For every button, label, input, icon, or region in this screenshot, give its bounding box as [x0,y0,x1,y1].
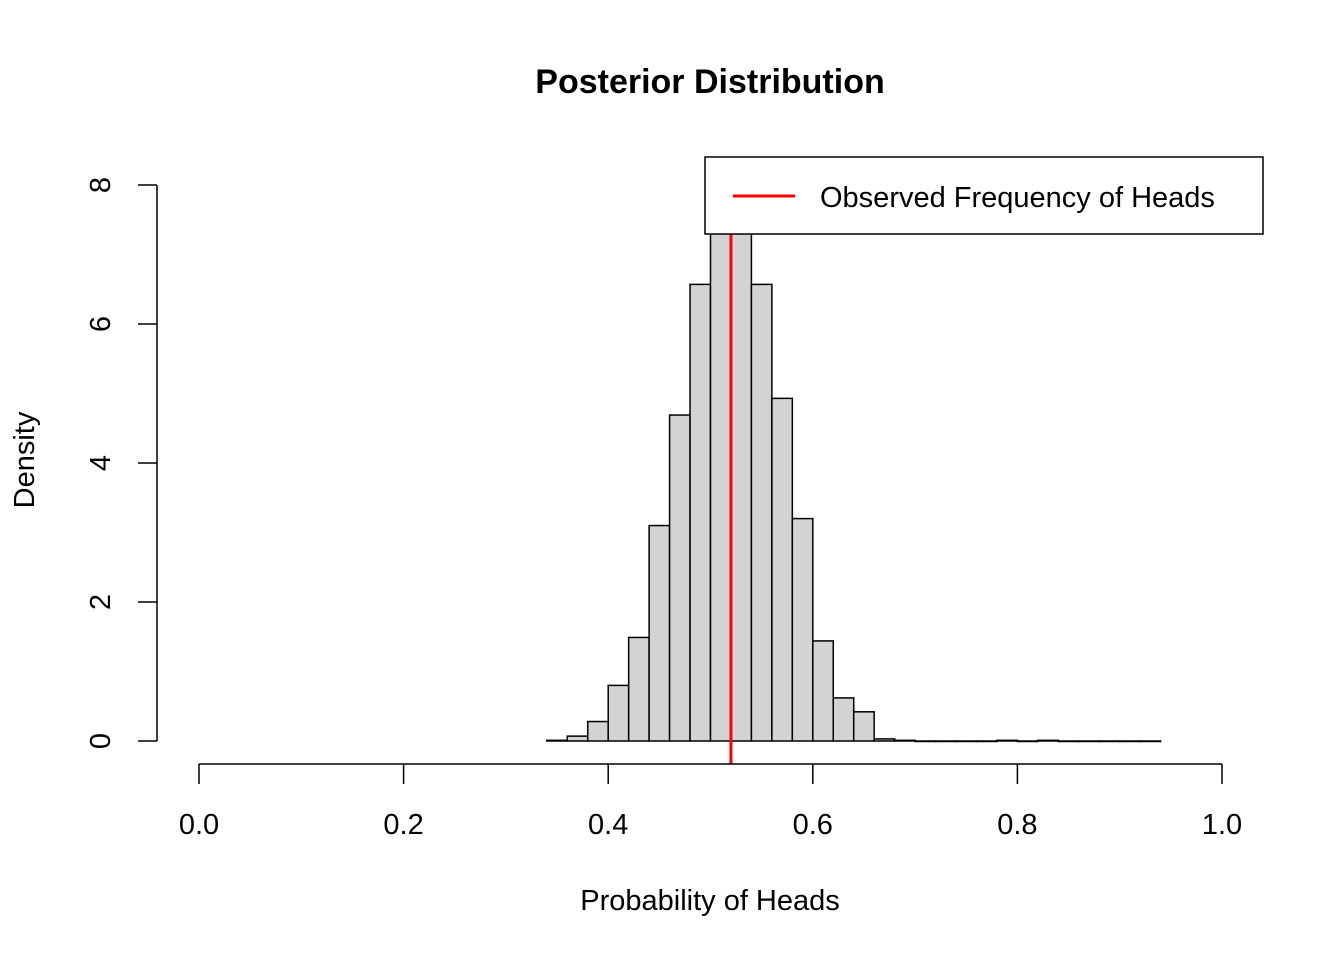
histogram-bar [566,735,589,742]
y-axis: 0 2 4 6 8 [85,177,158,749]
x-tick-label: 0.6 [793,809,833,841]
legend-label: Observed Frequency of Heads [820,182,1215,214]
legend-box [704,156,1264,235]
histogram-bar [1057,740,1080,743]
x-tick-label: 0.2 [383,809,423,841]
y-axis-label: Density [9,411,41,508]
histogram-bar [668,414,691,742]
y-tick-label: 6 [85,316,117,332]
y-tick-label: 4 [85,455,117,471]
histogram-bar [586,720,609,742]
histogram-bar [627,636,650,742]
histogram-bar [750,283,773,742]
histogram-bar [996,739,1019,742]
histogram-bar [607,684,630,742]
chart-title: Posterior Distribution [535,63,884,101]
histogram-bar [1118,740,1141,743]
x-tick-label: 0.8 [997,809,1037,841]
histogram-bar [791,517,814,742]
histogram-bars [546,222,1162,743]
histogram-bar [873,738,896,742]
histogram-bar [852,711,875,742]
histogram-bar [975,740,998,743]
x-tick-label: 1.0 [1202,809,1242,841]
y-tick-label: 0 [85,733,117,749]
histogram-bar [546,739,569,742]
histogram-bar [648,524,671,742]
y-tick-label: 8 [85,177,117,193]
x-tick-label: 0.4 [588,809,628,841]
histogram-bar [955,740,978,743]
histogram-bar [832,697,855,742]
histogram-bar [1078,740,1100,743]
x-axis-label: Probability of Heads [580,885,840,917]
histogram-bar [934,740,957,743]
histogram-bar [1016,740,1039,743]
histogram-bar [812,640,835,742]
histogram-bar [689,283,712,742]
histogram-bar [730,222,753,742]
x-axis: 0.0 0.2 0.4 0.6 0.8 1.0 [179,763,1242,841]
histogram-bar [771,397,794,742]
legend: Observed Frequency of Heads [704,156,1264,235]
x-tick-label: 0.0 [179,809,219,841]
histogram-bar [1037,739,1060,742]
y-tick-label: 2 [85,594,117,610]
histogram-bar [709,222,732,742]
histogram-bar [914,740,937,743]
histogram-bar [1098,740,1121,743]
histogram-bar [1139,740,1162,743]
histogram-bar [893,739,916,742]
